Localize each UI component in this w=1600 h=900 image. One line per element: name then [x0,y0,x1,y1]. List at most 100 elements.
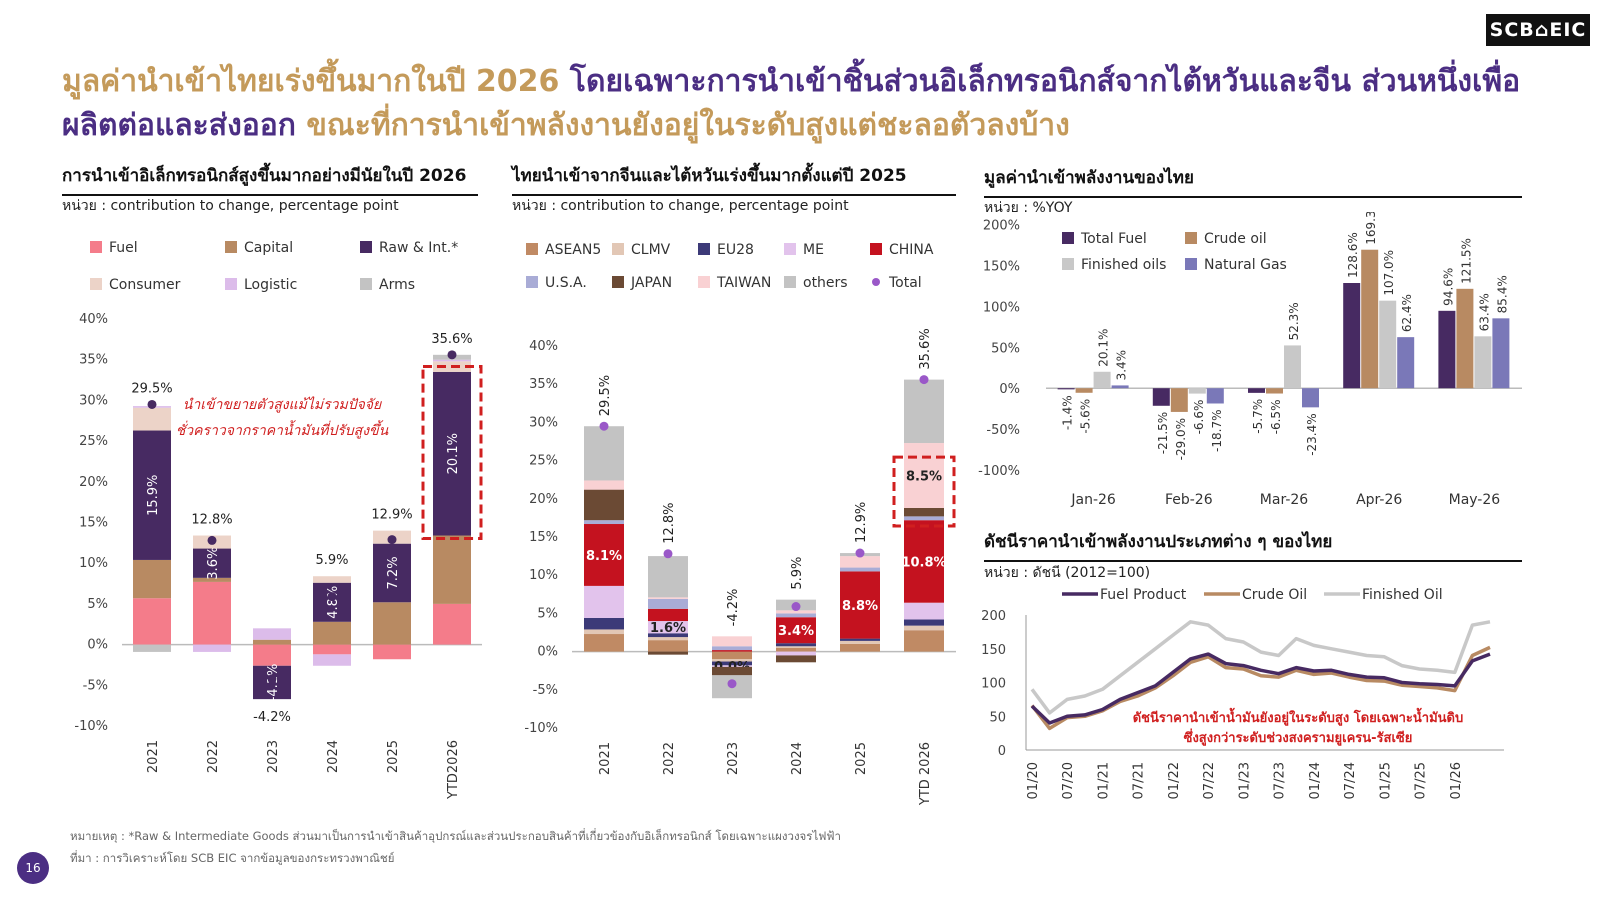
value-label-may-26: 85.4% [1495,275,1509,313]
bar-arms-2021 [133,644,171,652]
segment-label-2024: 4.8% [326,586,341,619]
bar-total-fuel-apr-26 [1343,283,1361,389]
bar-fuel-2024 [313,644,351,655]
total-label-2024: 5.9% [790,557,805,590]
x-tick-label-2022: 2022 [206,740,221,773]
bar-china-2022 [648,608,688,622]
y-tick-label: 100% [983,300,1020,315]
chart3-unit: หน่วย : %YOY [984,200,1073,216]
value-label-jan-26: -5.6% [1079,399,1093,434]
bar-finished-oils-may-26 [1474,336,1492,389]
legend-swatch-crude-oil [1185,232,1197,244]
legend-label-fuel-product: Fuel Product [1100,587,1187,603]
legend-swatch-natural-gas [1185,258,1197,270]
legend-swatch-others [784,276,796,288]
bar-crude-oil-apr-26 [1361,249,1379,389]
value-label-mar-26: 52.3% [1287,302,1301,340]
total-marker-2025 [387,535,397,545]
x-tick-label-2021: 2021 [598,742,613,775]
x-tick-label: 01/22 [1167,762,1182,799]
legend-swatch-logistic [225,278,237,290]
y-tick-label: 200 [981,609,1006,624]
x-tick-label: 01/25 [1378,762,1393,799]
x-tick-label-2021: 2021 [146,740,161,773]
chart1-unit: หน่วย : contribution to change, percenta… [62,198,399,214]
bar-fuel-2023 [253,644,291,666]
total-marker-2023 [267,674,277,684]
segment-label-2021: 15.9% [146,475,161,516]
x-tick-label-2024: 2024 [326,740,341,773]
y-tick-label: 5% [87,597,108,612]
chart1-title: การนำเข้าอิเล็กทรอนิกส์สูงขึ้นมากอย่างมี… [62,162,478,196]
value-label-apr-26: 62.4% [1400,294,1414,332]
legend-swatch-fuel [90,241,102,253]
y-tick-label: 0% [999,382,1020,397]
y-tick-label: 35% [529,377,558,392]
y-tick-label: 40% [529,339,558,354]
y-tick-label: -10% [74,719,108,734]
total-label-2022: 12.8% [191,513,232,528]
legend-label-natural-gas: Natural Gas [1204,257,1287,273]
legend-label-eu28: EU28 [717,242,754,258]
x-tick-label: 07/24 [1343,762,1358,799]
title-part-3: ขณะที่การนำเข้าพลังงานยังอยู่ในระดับสูงแ… [295,108,1070,143]
bar-asean5-2021 [584,634,624,652]
x-tick-label-ytd-2026: YTD 2026 [918,742,933,806]
bar-capital-2024 [313,621,351,645]
total-label-2025: 12.9% [854,502,869,543]
total-marker-2021 [599,421,609,431]
annotation-text: ชั่วคราวจากราคาน้ำมันที่ปรับสูงขึ้น [176,420,389,439]
y-tick-label: -10% [524,721,558,736]
bar-me-2022 [648,621,688,634]
bar-capital-2025 [373,602,411,645]
bar-clmv-2023 [712,659,752,662]
bar-me-ytd-2026 [904,602,944,620]
x-tick-label: 07/25 [1414,762,1429,799]
x-tick-label: 07/22 [1202,762,1217,799]
highlight-box [421,364,483,541]
x-tick-label-2023: 2023 [726,742,741,775]
y-tick-label: 5% [537,606,558,621]
bar-finished-oils-feb-26 [1188,388,1206,394]
bar-taiwan-2021 [584,480,624,490]
legend-label-china: CHINA [889,242,934,258]
bar-clmv-ytd-2026 [904,625,944,631]
bar-natural-gas-may-26 [1492,318,1510,389]
bar-total-fuel-feb-26 [1152,388,1170,406]
y-tick-label: 20% [79,475,108,490]
legend-swatch-u-s-a [526,276,538,288]
legend-label-taiwan: TAIWAN [716,275,771,291]
bar-taiwan-ytd-2026 [904,443,944,508]
total-marker-2025 [855,548,865,558]
bar-total-fuel-mar-26 [1248,388,1265,393]
legend-label-u-s-a: U.S.A. [545,275,587,291]
total-marker-ytd2026 [447,350,457,360]
segment-label-2025: 7.2% [386,556,401,589]
bar-natural-gas-feb-26 [1206,388,1224,404]
legend-label-total: Total [888,275,922,291]
bar-capital-2023 [253,639,291,645]
bar-clmv-2022 [648,637,688,641]
bar-china-2024 [776,617,816,644]
chart3-title: มูลค่านำเข้าพลังงานของไทย [984,164,1522,198]
bar-fuel-2025 [373,644,411,660]
bar-natural-gas-mar-26 [1302,388,1319,408]
bar-fuel-ytd2026 [433,603,471,645]
legend-label-crude-oil: Crude Oil [1242,587,1307,603]
total-marker-2024 [327,592,337,602]
bar-me-2024 [776,651,816,656]
legend-swatch-asean5 [526,243,538,255]
y-tick-label: 50 [989,710,1006,725]
y-tick-label: -50% [986,423,1020,438]
bar-capital-2021 [133,559,171,599]
bar-u-s-a-ytd-2026 [904,516,944,521]
x-tick-label: 01/21 [1096,762,1111,799]
bar-asean5-2023 [712,651,752,660]
total-label-2023: -4.2% [726,589,741,627]
bar-u-s-a-2024 [776,613,816,618]
total-marker-2023 [727,679,737,689]
chart4-svg: Fuel Product Crude Oil Finished Oil 0 50 100 1… [981,587,1504,799]
annotation-text: ซึ่งสูงกว่าระดับช่วงสงครามยูเครน-รัสเซีย [1184,728,1413,746]
legend-label-raw-int: Raw & Int.* [379,240,458,256]
value-label-may-26: 121.5% [1459,238,1473,284]
